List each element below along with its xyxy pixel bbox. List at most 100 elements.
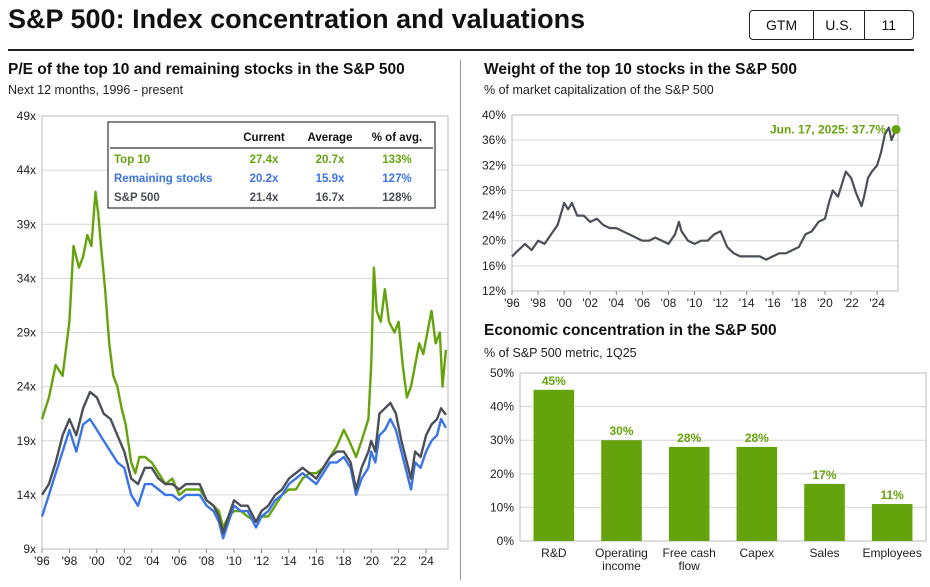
x-tick-label: '20: [817, 296, 833, 310]
category-label-line: R&D: [541, 546, 567, 560]
plot-frame: [519, 372, 927, 542]
bar-3: [736, 446, 778, 541]
y-tick-label: 40%: [490, 400, 514, 414]
header-divider: [8, 49, 914, 51]
latest-point-annotation: Jun. 17, 2025: 37.7%: [770, 122, 886, 136]
x-tick-label: '02: [582, 296, 598, 310]
y-tick-label: 30%: [490, 433, 514, 447]
table-cell-pct: 128%: [382, 192, 411, 204]
y-tick-label: 36%: [482, 133, 506, 147]
y-tick-label: 12%: [482, 284, 506, 298]
tag-gtm: GTM: [750, 11, 815, 39]
series-line-top-10-weight: [511, 126, 898, 261]
pe-chart-subtitle: Next 12 months, 1996 - present: [8, 83, 184, 97]
bar-0: [533, 389, 575, 541]
x-tick-label: '16: [309, 554, 325, 568]
x-tick-label: '04: [144, 554, 160, 568]
x-tick-label: '18: [336, 554, 352, 568]
y-tick-label: 40%: [482, 108, 506, 122]
x-tick-label: '24: [418, 554, 434, 568]
x-tick-label: '10: [226, 554, 242, 568]
x-tick-label: '18: [791, 296, 807, 310]
x-tick-label: '16: [765, 296, 781, 310]
x-tick-label: '00: [556, 296, 572, 310]
tag-page-number: 11: [881, 17, 897, 33]
x-tick-label: '02: [116, 554, 132, 568]
y-tick-label: 14x: [17, 488, 36, 502]
column-divider: [460, 60, 461, 580]
x-tick-label: '20: [363, 554, 379, 568]
y-tick-label: 24%: [482, 209, 506, 223]
category-label-line: Employees: [862, 546, 921, 560]
series-line-remaining-stocks: [40, 417, 447, 540]
x-tick-label: '96: [34, 554, 50, 568]
table-row-label: Remaining stocks: [114, 173, 212, 185]
y-tick-label: 49x: [17, 109, 36, 123]
bar-1: [601, 440, 642, 541]
y-tick-label: 16%: [482, 259, 506, 273]
table-cell-current: 20.2x: [250, 173, 279, 185]
category-label-line: Capex: [739, 546, 774, 560]
table-cell-pct: 127%: [382, 173, 411, 185]
x-tick-label: '22: [843, 296, 859, 310]
series-line-s-p-500: [40, 390, 447, 534]
category-label: R&D: [541, 546, 567, 560]
y-tick-label: 32%: [482, 158, 506, 172]
category-label-line: flow: [678, 559, 700, 573]
category-label: Sales: [809, 546, 839, 560]
y-tick-label: 34x: [17, 271, 36, 285]
econ-chart-title: Economic concentration in the S&P 500: [484, 322, 777, 339]
x-tick-label: '10: [687, 296, 703, 310]
category-label: Free cash flow: [662, 546, 715, 573]
table-cell-current: 27.4x: [250, 154, 279, 166]
x-tick-label: '98: [530, 296, 546, 310]
x-tick-label: '12: [713, 296, 729, 310]
plot-frame: [511, 114, 899, 292]
x-tick-label: '00: [89, 554, 105, 568]
y-tick-label: 20%: [490, 467, 514, 481]
econ-chart-subtitle: % of S&P 500 metric, 1Q25: [484, 346, 637, 360]
bar-2: [668, 446, 710, 541]
x-tick-label: '06: [171, 554, 187, 568]
bar-4: [804, 483, 845, 541]
y-tick-label: 19x: [17, 434, 36, 448]
x-tick-label: '98: [62, 554, 78, 568]
bar-value-label: 45%: [542, 374, 566, 388]
table-cell-average: 16.7x: [316, 192, 345, 204]
x-tick-label: '14: [281, 554, 297, 568]
category-label-line: income: [602, 559, 641, 573]
bar-value-label: 28%: [677, 431, 701, 445]
bar-value-label: 11%: [880, 488, 904, 502]
tag-group: GTM U.S. 11: [749, 10, 914, 40]
table-header: Average: [308, 132, 353, 144]
x-tick-label: '24: [869, 296, 885, 310]
x-tick-label: '12: [254, 554, 270, 568]
x-tick-label: '06: [635, 296, 651, 310]
y-tick-label: 39x: [17, 217, 36, 231]
table-header: % of avg.: [372, 132, 422, 144]
category-label: Operating income: [595, 546, 648, 573]
y-tick-label: 0%: [497, 534, 515, 548]
weight-chart-title: Weight of the top 10 stocks in the S&P 5…: [484, 61, 797, 78]
bar-5: [871, 504, 913, 541]
bar-value-label: 30%: [609, 424, 633, 438]
y-tick-label: 29x: [17, 326, 36, 340]
x-tick-label: '08: [661, 296, 677, 310]
category-label: Employees: [862, 546, 921, 560]
category-label-line: Sales: [809, 546, 839, 560]
table-header: Current: [243, 132, 285, 144]
stats-table: [107, 121, 436, 209]
y-tick-label: 24x: [17, 380, 36, 394]
category-label: Capex: [739, 546, 774, 560]
table-cell-current: 21.4x: [250, 192, 279, 204]
table-row-label: S&P 500: [114, 192, 160, 204]
x-tick-label: '14: [739, 296, 755, 310]
table-cell-average: 15.9x: [316, 173, 345, 185]
table-cell-average: 20.7x: [316, 154, 345, 166]
x-tick-label: '96: [504, 296, 520, 310]
x-tick-label: '08: [199, 554, 215, 568]
bar-value-label: 17%: [812, 468, 836, 482]
